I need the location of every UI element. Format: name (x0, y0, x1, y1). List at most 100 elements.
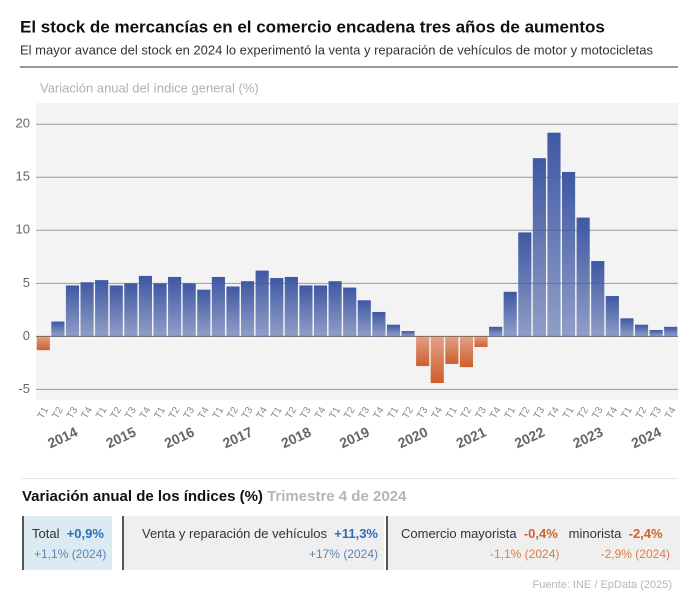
summary-title: Variación anual de los índices (%) Trime… (22, 488, 406, 505)
bar (109, 285, 123, 337)
bar (226, 286, 240, 337)
summary-title-text: Variación anual de los índices (%) (22, 488, 263, 505)
x-tick-label: T4 (605, 405, 621, 421)
bar (459, 336, 473, 368)
bar (430, 336, 444, 384)
y-tick-label: 0 (23, 328, 30, 343)
x-tick-label: T2 (576, 405, 592, 421)
bar (562, 171, 576, 337)
bar (255, 270, 269, 337)
bar (547, 132, 561, 337)
source: Fuente: INE / EpData (2025) (532, 579, 672, 591)
bar (489, 326, 503, 337)
card-sub: -2,9% (2024) (600, 547, 670, 561)
bar (51, 321, 65, 337)
year-label: 2020 (395, 423, 430, 451)
year-label: 2021 (454, 423, 489, 451)
bar (372, 311, 386, 337)
x-tick-label: T3 (123, 405, 139, 421)
x-tick-label: T1 (211, 405, 227, 421)
x-tick-label: T4 (255, 405, 271, 421)
x-tick-label: T4 (430, 405, 446, 421)
x-tick-label: T4 (371, 405, 387, 421)
card-total: Total +0,9% +1,1% (2024) (22, 516, 112, 570)
year-label: 2022 (512, 423, 547, 451)
bar (620, 318, 634, 337)
bar (591, 261, 605, 337)
x-tick-label: T1 (328, 405, 344, 421)
y-axis-label: Variación anual del índice general (%) (40, 80, 259, 95)
x-tick-label: T2 (517, 405, 533, 421)
card-vehicles: Venta y reparación de vehículos +11,3% +… (122, 516, 384, 570)
bar (401, 331, 415, 337)
bar (211, 276, 225, 337)
x-tick-label: T2 (109, 405, 125, 421)
x-tick-label: T3 (357, 405, 373, 421)
bar (474, 336, 488, 347)
x-tick-label: T3 (240, 405, 256, 421)
x-tick-label: T1 (94, 405, 110, 421)
bar (80, 282, 94, 337)
x-tick-label: T4 (488, 405, 504, 421)
x-tick-label: T1 (386, 405, 402, 421)
chart-title: El stock de mercancías en el comercio en… (20, 17, 605, 36)
divider (22, 478, 678, 479)
y-tick-label: 20 (16, 116, 30, 131)
x-tick-label: T1 (503, 405, 519, 421)
x-tick-label: T3 (532, 405, 548, 421)
card-value: +11,3% (334, 526, 378, 541)
card-sub: -1,1% (2024) (490, 547, 560, 561)
x-tick-label: T3 (649, 405, 665, 421)
x-tick-label: T1 (561, 405, 577, 421)
x-tick-label: T1 (36, 405, 52, 421)
bar (386, 324, 401, 337)
x-tick-label: T3 (65, 405, 81, 421)
bar (328, 281, 342, 337)
y-tick-label: -5 (18, 381, 30, 396)
bar (197, 289, 211, 337)
summary-period: Trimestre 4 de 2024 (267, 488, 407, 505)
card-label: minorista (568, 526, 622, 541)
card-label: Comercio mayorista (401, 526, 517, 541)
bar (241, 281, 255, 337)
bar (138, 275, 152, 337)
card-sub: +17% (2024) (308, 547, 378, 561)
bar (576, 217, 590, 337)
bar (503, 291, 517, 337)
x-tick-label: T4 (196, 405, 212, 421)
x-tick-label: T4 (138, 405, 154, 421)
y-tick-label: 10 (16, 222, 30, 237)
x-tick-label: T3 (182, 405, 198, 421)
bar (518, 232, 532, 337)
y-tick-label: 15 (16, 169, 30, 184)
bar (182, 283, 196, 337)
bar (343, 287, 357, 337)
y-tick-label: 5 (23, 275, 30, 290)
x-tick-label: T4 (313, 405, 329, 421)
bar (270, 278, 284, 337)
x-tick-label: T4 (663, 405, 679, 421)
bar (664, 326, 678, 337)
year-label: 2016 (162, 423, 197, 451)
bar (532, 158, 546, 337)
x-tick-label: T3 (298, 405, 314, 421)
year-label: 2023 (570, 423, 605, 451)
x-tick-label: T1 (444, 405, 460, 421)
x-tick-label: T2 (50, 405, 66, 421)
bar (605, 296, 619, 337)
x-tick-label: T2 (342, 405, 358, 421)
bar (95, 280, 109, 337)
bar (649, 329, 663, 337)
card-value: +0,9% (66, 526, 104, 541)
card-comercio: Comercio mayorista -0,4% minorista -2,4%… (386, 516, 680, 570)
x-tick-label: T4 (547, 405, 563, 421)
bar (65, 285, 80, 337)
x-tick-label: T2 (284, 405, 300, 421)
bar (313, 285, 328, 337)
x-tick-label: T2 (634, 405, 650, 421)
year-label: 2015 (103, 423, 138, 451)
bar (445, 336, 459, 364)
x-tick-label: T1 (153, 405, 169, 421)
bar (284, 276, 298, 337)
